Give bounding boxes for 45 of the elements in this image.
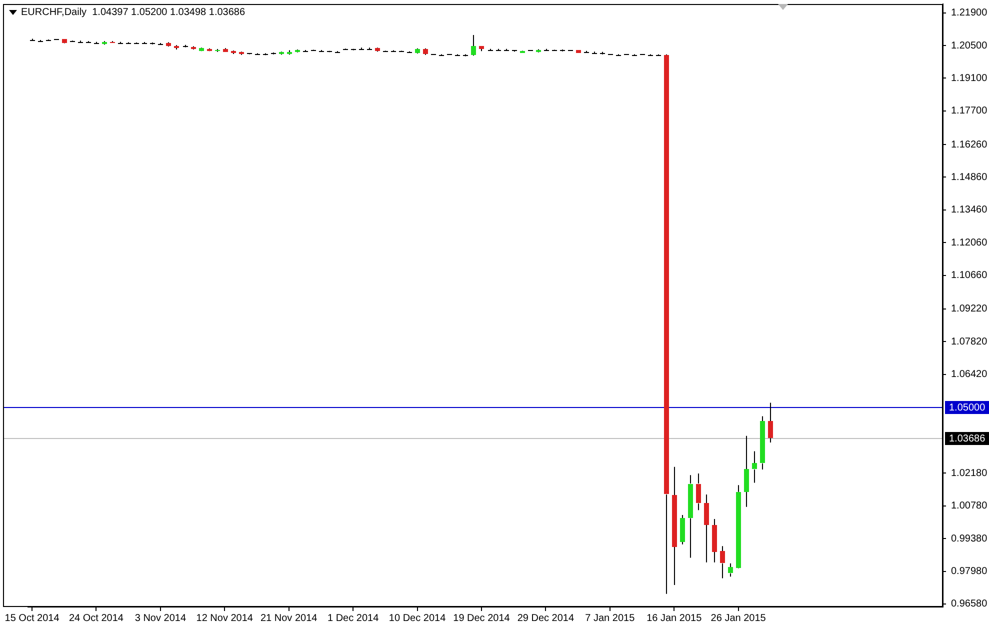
y-tick-label: 1.10660 xyxy=(951,270,988,282)
y-tick-label: 1.20500 xyxy=(951,40,988,52)
x-tick-label: 21 Nov 2014 xyxy=(260,612,318,624)
ref-line-label: 1.05000 xyxy=(949,402,986,414)
candlestick xyxy=(752,450,757,484)
y-tick-label: 1.13460 xyxy=(951,204,988,216)
candlestick xyxy=(704,494,709,563)
y-tick-label: 1.16260 xyxy=(951,139,988,150)
y-tick-label: 1.19100 xyxy=(951,72,988,84)
x-tick-label: 10 Dec 2014 xyxy=(388,612,446,624)
candlestick xyxy=(688,474,693,558)
candlestick xyxy=(664,54,669,594)
y-tick-label: 0.97980 xyxy=(951,566,988,578)
candlestick xyxy=(728,562,733,578)
x-tick-label: 24 Oct 2014 xyxy=(68,612,124,624)
x-tick-label: 3 Nov 2014 xyxy=(134,612,186,624)
y-tick-label: 1.09220 xyxy=(951,304,988,315)
candlestick xyxy=(712,518,717,563)
y-tick-label: 0.96580 xyxy=(951,598,988,610)
x-tick-label: 19 Dec 2014 xyxy=(453,612,510,624)
x-tick-label: 15 Oct 2014 xyxy=(4,612,60,624)
candlestick xyxy=(744,435,749,508)
y-tick-label: 0.99380 xyxy=(951,533,988,544)
candlestick xyxy=(760,416,765,470)
ref-line-label: 1.03686 xyxy=(949,433,986,444)
y-tick-label: 1.21900 xyxy=(951,8,988,19)
candlestick xyxy=(720,546,725,579)
chart-title: EURCHF,Daily 1.04397 1.05200 1.03498 1.03686 xyxy=(21,7,246,18)
y-tick-label: 1.17700 xyxy=(951,106,988,117)
candlestick xyxy=(696,472,701,511)
x-tick-label: 1 Dec 2014 xyxy=(327,612,380,624)
y-tick-label: 1.02180 xyxy=(951,468,988,479)
x-tick-label: 12 Nov 2014 xyxy=(196,612,254,624)
y-tick-label: 1.07820 xyxy=(951,336,988,348)
y-tick-label: 1.14860 xyxy=(951,172,988,183)
candlestick xyxy=(768,402,773,443)
y-tick-label: 1.00780 xyxy=(951,500,988,512)
x-tick-label: 7 Jan 2015 xyxy=(585,612,636,624)
x-tick-label: 29 Dec 2014 xyxy=(517,612,574,624)
x-tick-label: 26 Jan 2015 xyxy=(710,612,766,624)
candlestick xyxy=(672,466,677,586)
y-tick-label: 1.06420 xyxy=(951,369,988,380)
x-tick-label: 16 Jan 2015 xyxy=(646,612,702,624)
y-tick-label: 1.12060 xyxy=(951,237,988,248)
candlestick xyxy=(471,34,476,56)
